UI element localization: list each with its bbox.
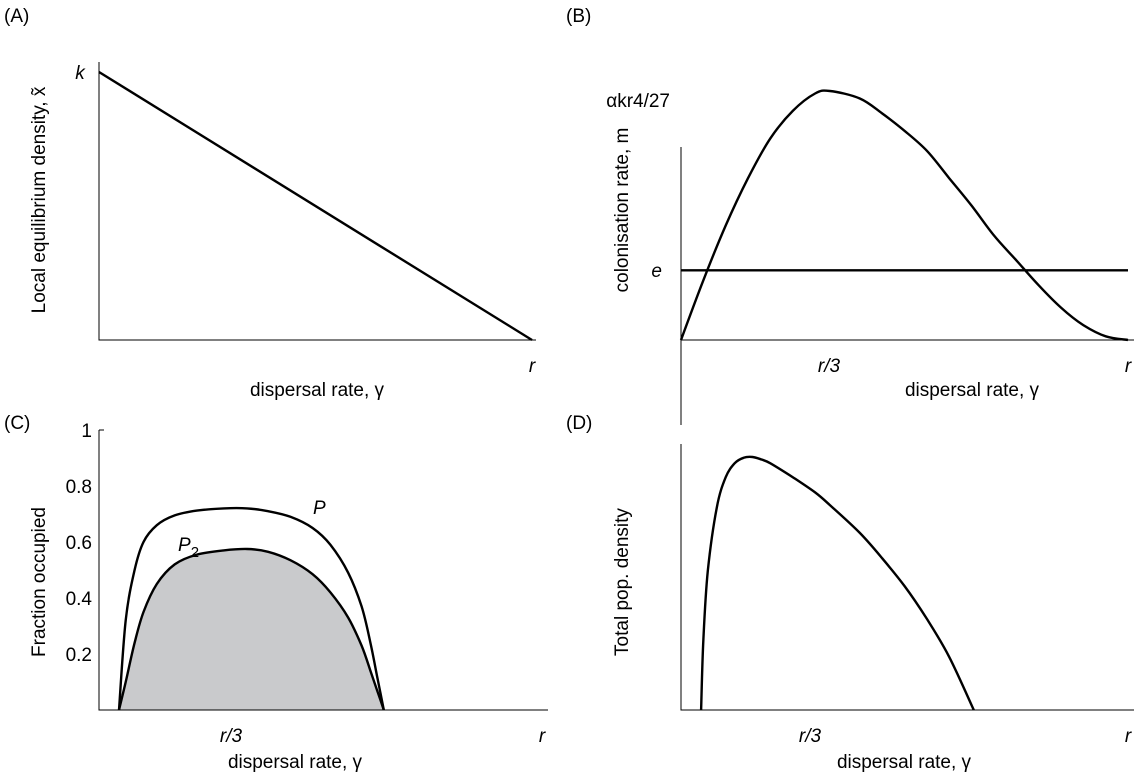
panel-a-ylabel: Local equilibrium density, x̃ (29, 86, 50, 313)
panel-b-ytick-e: e (651, 261, 662, 282)
panel-c-ytick-0.2: 0.2 (66, 645, 92, 666)
panel-a-density-line (99, 72, 532, 340)
panel-c-p2-area (119, 549, 384, 710)
panel-c-label-p: P (313, 498, 326, 519)
panel-d-xlabel: dispersal rate, γ (837, 752, 972, 773)
panel-b-xtick-r3: r/3 (818, 356, 841, 377)
panel-c-xtick-r: r (539, 726, 546, 747)
panel-d-xtick-r: r (1125, 726, 1132, 747)
panel-a-xtick-r: r (529, 356, 536, 377)
panel-c-ytick-0.8: 0.8 (66, 477, 92, 498)
panel-c-xtick-r3: r/3 (220, 726, 243, 747)
panel-c-ylabel: Fraction occupied (29, 507, 50, 657)
panel-d-xtick-r3: r/3 (799, 726, 822, 747)
panel-a-ytick-k: k (75, 63, 86, 84)
panel-b-letter: (B) (566, 6, 591, 27)
panel-a-letter: (A) (4, 6, 29, 27)
panel-d-letter: (D) (566, 413, 592, 434)
panel-a-xlabel: dispersal rate, γ (250, 380, 385, 401)
panel-c-ytick-1: 1 (81, 421, 92, 442)
panel-d-axes (681, 444, 1134, 710)
panel-b: (B) αkr4/27 e r/3 r dispersal rate, γ co… (566, 6, 1134, 425)
panel-a-axes (99, 62, 536, 340)
panel-b-colonisation-curve (681, 91, 1128, 340)
panel-d-ylabel: Total pop. density (612, 508, 633, 656)
panel-b-xlabel: dispersal rate, γ (905, 380, 1040, 401)
panel-c-letter: (C) (4, 413, 30, 434)
panel-c: (C) 1 0.8 0.6 0.4 0.2 r/3 r dispersal ra… (4, 413, 548, 773)
panel-b-xtick-r: r (1125, 356, 1132, 377)
panel-b-ytick-max: αkr4/27 (606, 91, 670, 112)
panel-c-xlabel: dispersal rate, γ (228, 752, 363, 773)
panel-c-ytick-0.4: 0.4 (66, 589, 93, 610)
panel-c-ytick-0.6: 0.6 (66, 533, 92, 554)
panel-d: (D) r/3 r dispersal rate, γ Total pop. d… (566, 413, 1134, 773)
panel-b-ylabel: colonisation rate, m (612, 128, 633, 293)
panel-d-density-curve (701, 457, 974, 710)
panel-a: (A) k r dispersal rate, γ Local equilibr… (4, 6, 536, 401)
